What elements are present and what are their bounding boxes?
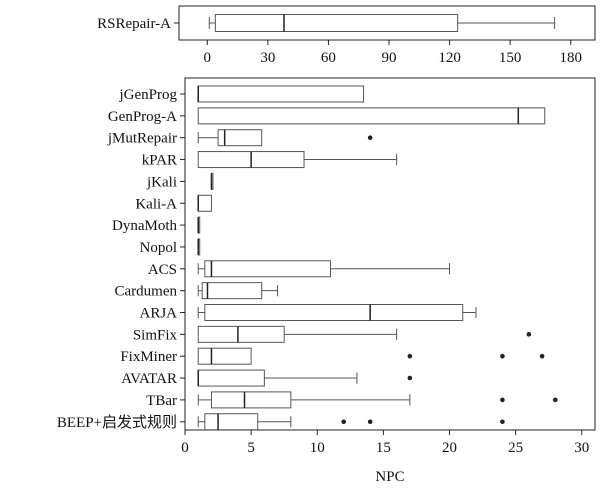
x-tick-label: 90 — [382, 50, 397, 66]
iqr-box — [204, 304, 464, 321]
outlier-point — [526, 332, 532, 337]
iqr-box — [197, 194, 212, 212]
boxplot-ARJA — [197, 304, 477, 321]
iqr-box — [197, 347, 252, 365]
iqr-box — [217, 129, 263, 147]
iqr-box — [197, 369, 265, 387]
boxplot-GenProg-A — [197, 107, 546, 125]
category-label: BEEP+启发式规则 — [57, 414, 177, 431]
boxplot-jGenProg — [197, 85, 365, 103]
outlier-point — [500, 397, 505, 403]
category-label: AVATAR — [121, 371, 177, 387]
category-label: kPAR — [142, 153, 177, 169]
boxplot-kPAR — [197, 151, 398, 169]
boxplot-jMutRepair — [197, 129, 373, 147]
category-label: jMutRepair — [107, 131, 177, 147]
boxplot-ACS — [197, 260, 451, 278]
outlier-point — [367, 419, 373, 425]
boxplot-Cardumen — [197, 282, 279, 300]
category-label: FixMiner — [120, 349, 177, 365]
iqr-box — [197, 107, 546, 125]
category-label: Nopol — [140, 240, 178, 256]
category-label: GenProg-A — [108, 109, 177, 125]
x-tick-label: 30 — [260, 50, 275, 66]
iqr-box — [204, 260, 331, 278]
top-panel: 0 30 60 90 120 150 180 RSRepair-A — [97, 5, 596, 66]
outlier-point — [341, 419, 347, 425]
x-axis-title: NPC — [375, 469, 404, 485]
iqr-box — [197, 85, 365, 103]
outlier-point — [500, 353, 505, 359]
x-tick-label: 10 — [310, 440, 325, 456]
bottom-plot-frame — [184, 77, 596, 431]
boxplot-BEEP+启发式规则 — [197, 413, 505, 431]
x-tick-label: 25 — [508, 440, 523, 456]
x-tick-label: 150 — [499, 50, 522, 66]
category-label: jKali — [146, 174, 177, 190]
x-tick-label: 30 — [574, 440, 589, 456]
outlier-point — [407, 375, 413, 381]
boxplot-AVATAR — [197, 369, 413, 387]
category-label: jGenProg — [119, 87, 178, 103]
outlier-point — [367, 135, 373, 140]
top-x-axis: 0 30 60 90 120 150 180 — [204, 40, 582, 66]
top-category-labels: RSRepair-A — [97, 16, 179, 32]
boxplot-DynaMoth — [197, 216, 201, 234]
category-label: Kali-A — [135, 196, 177, 212]
outlier-point — [407, 353, 413, 359]
boxplot-Nopol — [197, 238, 201, 256]
x-tick-label: 0 — [181, 440, 189, 456]
category-label: TBar — [146, 393, 177, 409]
x-tick-label: 60 — [321, 50, 336, 66]
x-tick-label: 20 — [442, 440, 457, 456]
iqr-box — [210, 391, 292, 409]
iqr-box — [201, 282, 263, 300]
bottom-panel: 0 5 10 15 20 25 30 jGenProg GenProg-A jMutRepair… — [57, 77, 596, 485]
category-label: RSRepair-A — [97, 16, 171, 32]
iqr-box — [214, 14, 459, 32]
bottom-boxes — [197, 85, 558, 431]
boxplot-FixMiner — [197, 347, 545, 365]
iqr-box — [197, 325, 285, 343]
boxplot-RSRepair-A — [208, 14, 556, 32]
bottom-x-axis: 0 5 10 15 20 25 30 — [181, 430, 589, 456]
category-label: Cardumen — [115, 284, 178, 300]
top-boxes — [208, 14, 556, 32]
iqr-box — [204, 413, 259, 431]
boxplot-TBar — [197, 391, 558, 409]
outlier-point — [539, 353, 545, 359]
category-label: ACS — [148, 262, 177, 278]
x-tick-label: 120 — [438, 50, 461, 66]
boxplot-jKali — [210, 172, 214, 190]
outlier-point — [500, 419, 505, 425]
category-label: SimFix — [133, 327, 178, 343]
x-tick-label: 15 — [376, 440, 391, 456]
x-tick-label: 180 — [560, 50, 583, 66]
category-label: ARJA — [139, 306, 177, 322]
category-label: DynaMoth — [112, 218, 177, 234]
boxplot-Kali-A — [197, 194, 212, 212]
x-tick-label: 0 — [204, 50, 212, 66]
x-tick-label: 5 — [247, 440, 255, 456]
bottom-category-labels: jGenProg GenProg-A jMutRepair kPAR jKali Kali… — [57, 87, 185, 431]
boxplot-SimFix — [197, 325, 532, 343]
outlier-point — [553, 397, 558, 403]
